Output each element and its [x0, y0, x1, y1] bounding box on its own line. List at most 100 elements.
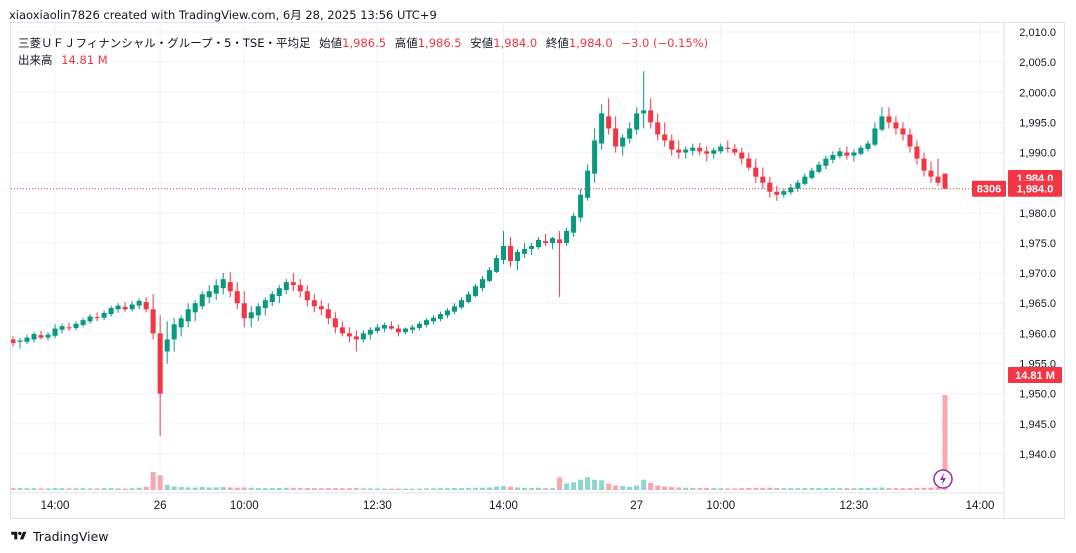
- price-tick-label: 2,005.0: [1019, 57, 1056, 69]
- candle-body: [893, 122, 899, 129]
- candle-body: [704, 151, 710, 154]
- tradingview-logo[interactable]: TradingView: [10, 527, 109, 545]
- volume-bar: [101, 488, 107, 490]
- volume-bar: [339, 488, 345, 490]
- candle-body: [788, 187, 794, 193]
- volume-bar: [900, 488, 906, 490]
- volume-bar: [164, 484, 170, 490]
- candle-body: [122, 306, 128, 310]
- volume-bar: [206, 487, 212, 490]
- tradingview-logo-icon: [11, 531, 27, 540]
- volume-bar: [921, 487, 927, 490]
- time-axis[interactable]: 14:002610:0012:3014:002710:0012:3014:003…: [11, 492, 1066, 512]
- candle-body: [627, 128, 633, 139]
- candle-body: [809, 170, 815, 178]
- candle-body: [886, 116, 892, 123]
- volume-bar: [753, 487, 759, 490]
- volume-bar: [199, 487, 205, 490]
- time-tick-label: 27: [630, 500, 643, 512]
- candle-body: [87, 316, 93, 322]
- volume-bar: [367, 488, 373, 490]
- volume-bar: [704, 488, 710, 490]
- candle-body: [767, 182, 773, 192]
- volume-bar: [536, 487, 542, 490]
- volume-bar: [837, 488, 843, 490]
- volume-bar: [388, 488, 394, 490]
- candle-body: [409, 327, 415, 330]
- candle-body: [367, 329, 373, 335]
- chart-frame[interactable]: 2,010.02,005.02,000.01,995.01,990.01,985…: [10, 22, 1066, 520]
- candle-body: [697, 147, 703, 152]
- candle-body: [430, 317, 436, 322]
- candle-body: [45, 334, 51, 338]
- volume-bar: [262, 488, 268, 490]
- price-tick-label: 1,980.0: [1019, 208, 1056, 220]
- volume-bar: [38, 488, 44, 490]
- candle-body: [248, 312, 254, 319]
- price-axis[interactable]: 2,010.02,005.02,000.01,995.01,990.01,985…: [1003, 23, 1056, 520]
- candle-body: [683, 149, 689, 153]
- price-tick-label: 2,010.0: [1019, 27, 1056, 39]
- candle-body: [690, 147, 696, 151]
- candle-body: [479, 279, 486, 289]
- candle-body: [388, 326, 394, 329]
- volume-bar: [24, 488, 30, 490]
- volume-bar: [515, 487, 521, 490]
- volume-bar: [318, 488, 324, 490]
- candlestick-chart[interactable]: 2,010.02,005.02,000.01,995.01,990.01,985…: [11, 23, 1066, 520]
- volume-bar: [178, 487, 184, 490]
- volume-bar: [578, 479, 584, 490]
- legend-symbol[interactable]: 三菱ＵＦＪフィナンシャル・グループ・5・TSE・平均足: [18, 36, 311, 50]
- candle-body: [129, 304, 135, 310]
- price-tick-label: 1,970.0: [1019, 268, 1056, 280]
- candle-body: [38, 335, 44, 338]
- volume-bar: [627, 486, 633, 490]
- candle-body: [80, 320, 86, 325]
- legend-volume-label[interactable]: 出来高: [18, 53, 53, 67]
- candle-body: [774, 191, 780, 195]
- candle-body: [725, 147, 731, 149]
- volume-bar: [108, 488, 114, 490]
- candle-body: [872, 128, 878, 145]
- lightning-bolt: [940, 473, 946, 485]
- candle-body: [143, 302, 149, 310]
- attribution-text: xiaoxiaolin7826 created with TradingView…: [9, 8, 437, 22]
- candle-body: [571, 215, 577, 233]
- volume-bar: [409, 488, 415, 490]
- candle-body: [395, 328, 401, 333]
- candle-body: [94, 317, 100, 319]
- candle-body: [164, 339, 170, 352]
- volume-bar: [501, 486, 507, 490]
- volume-bar: [683, 487, 689, 490]
- candle-body: [486, 270, 493, 281]
- volume-bar: [690, 487, 696, 490]
- volume-bar: [522, 487, 528, 490]
- candle-body: [423, 320, 429, 325]
- candle-body: [711, 150, 717, 154]
- candle-body: [508, 245, 514, 262]
- candle-body: [451, 306, 457, 312]
- candle-body: [59, 326, 65, 330]
- candle-body: [823, 158, 829, 166]
- volume-bar: [437, 488, 443, 490]
- candle-body: [662, 134, 668, 141]
- volume-bar: [374, 488, 380, 490]
- candle-body: [522, 248, 528, 254]
- candle-body: [739, 152, 745, 159]
- candle-body: [900, 128, 906, 135]
- volume-bar: [816, 487, 822, 490]
- price-tick-label: 1,965.0: [1019, 298, 1056, 310]
- volume-bar: [844, 488, 850, 490]
- candle-body: [416, 323, 422, 328]
- countdown-label: 8306: [977, 184, 1001, 196]
- tradingview-logo-text: TradingView: [33, 528, 109, 544]
- candle-body: [24, 337, 30, 342]
- volume-bar: [613, 485, 619, 490]
- candle-body: [304, 291, 310, 301]
- candle-body: [269, 294, 275, 303]
- candle-body: [830, 154, 836, 160]
- candle-body: [914, 146, 920, 159]
- volume-bar: [479, 487, 486, 490]
- candle-body: [220, 279, 226, 289]
- price-tick-label: 1,990.0: [1019, 148, 1056, 160]
